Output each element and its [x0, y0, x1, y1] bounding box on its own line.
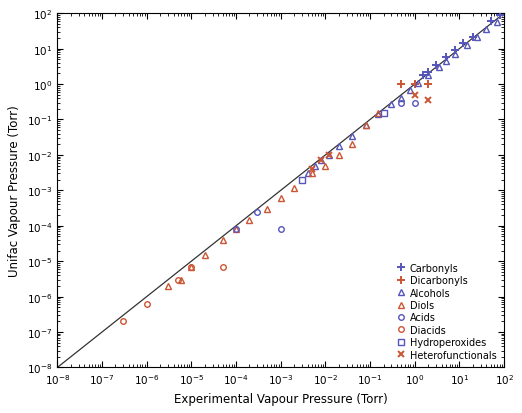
Diols: [375, 112, 381, 116]
Dicarbonyls: [398, 82, 405, 87]
Dicarbonyls: [412, 82, 418, 87]
Alcohols: [312, 164, 318, 169]
Diols: [165, 284, 171, 289]
X-axis label: Experimental Vapour Pressure (Torr): Experimental Vapour Pressure (Torr): [174, 392, 388, 405]
Carbonyls: [470, 35, 476, 40]
Diols: [219, 238, 226, 243]
Diols: [264, 207, 270, 212]
Alcohols: [398, 97, 405, 102]
Alcohols: [375, 113, 381, 118]
Alcohols: [349, 134, 355, 139]
Carbonyls: [443, 55, 449, 60]
Alcohols: [494, 21, 500, 26]
Heterofunctionals: [309, 167, 315, 172]
Y-axis label: Unifac Vapour Pressure (Torr): Unifac Vapour Pressure (Torr): [8, 105, 21, 277]
Line: Diacids: Diacids: [121, 264, 226, 324]
Alcohols: [388, 102, 395, 107]
Heterofunctionals: [318, 159, 324, 164]
Alcohols: [483, 28, 490, 33]
Alcohols: [363, 123, 369, 128]
Legend: Carbonyls, Dicarbonyls, Alcohols, Diols, Acids, Diacids, Hydroperoxides, Heterof: Carbonyls, Dicarbonyls, Alcohols, Diols,…: [393, 260, 499, 363]
Diacids: [120, 319, 126, 324]
Line: Diols: Diols: [164, 111, 382, 290]
Acids: [233, 227, 239, 232]
Diols: [322, 164, 328, 169]
Alcohols: [443, 59, 449, 64]
Carbonyls: [425, 70, 431, 75]
Dicarbonyls: [425, 82, 431, 87]
Diols: [278, 196, 284, 201]
Alcohols: [326, 153, 332, 158]
Alcohols: [425, 74, 431, 78]
Acids: [278, 227, 284, 232]
Diacids: [144, 302, 150, 307]
Diols: [201, 253, 208, 258]
Diols: [349, 142, 355, 147]
Alcohols: [474, 35, 480, 40]
Line: Alcohols: Alcohols: [304, 20, 501, 178]
Heterofunctionals: [412, 93, 418, 98]
Alcohols: [464, 43, 470, 48]
Line: Hydroperoxides: Hydroperoxides: [299, 111, 386, 183]
Acids: [412, 101, 418, 106]
Heterofunctionals: [326, 153, 332, 158]
Hydroperoxides: [381, 112, 387, 116]
Carbonyls: [496, 13, 503, 18]
Diacids: [188, 265, 195, 270]
Diols: [188, 265, 195, 270]
Diacids: [175, 278, 181, 282]
Diols: [291, 185, 298, 190]
Carbonyls: [433, 63, 439, 68]
Diols: [336, 153, 342, 158]
Line: Dicarbonyls: Dicarbonyls: [397, 81, 432, 89]
Diacids: [219, 265, 226, 270]
Carbonyls: [460, 42, 466, 47]
Diols: [179, 278, 185, 282]
Line: Carbonyls: Carbonyls: [419, 0, 512, 80]
Alcohols: [304, 171, 311, 176]
Alcohols: [452, 52, 458, 57]
Alcohols: [407, 88, 413, 93]
Alcohols: [318, 159, 324, 164]
Diols: [246, 218, 253, 223]
Heterofunctionals: [425, 99, 431, 104]
Line: Heterofunctionals: Heterofunctionals: [309, 92, 432, 173]
Hydroperoxides: [299, 178, 305, 183]
Acids: [254, 210, 260, 215]
Alcohols: [436, 66, 442, 71]
Carbonyls: [452, 49, 458, 54]
Alcohols: [336, 144, 342, 149]
Carbonyls: [488, 19, 494, 24]
Line: Acids: Acids: [233, 101, 418, 233]
Acids: [398, 101, 405, 106]
Diols: [233, 227, 239, 232]
Diols: [363, 123, 369, 128]
Carbonyls: [420, 74, 426, 78]
Diols: [309, 171, 315, 176]
Alcohols: [415, 81, 421, 86]
